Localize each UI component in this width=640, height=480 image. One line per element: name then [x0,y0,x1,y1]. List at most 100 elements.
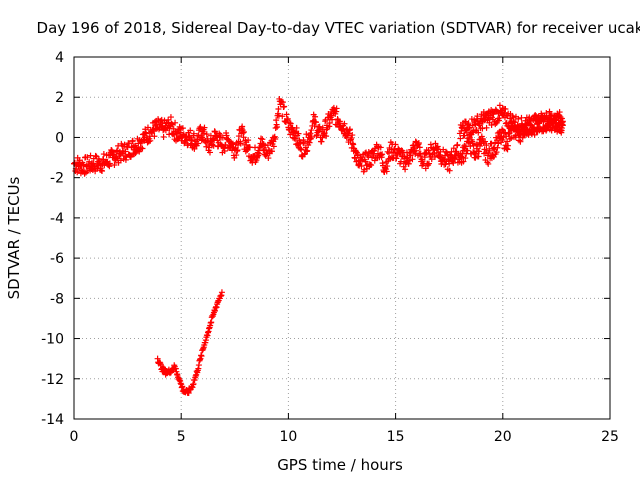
data-point [323,133,330,140]
y-tick-label: -6 [50,251,64,267]
data-point [283,111,290,118]
data-point [265,155,272,162]
data-point [392,141,399,148]
data-point [546,108,553,115]
data-point [274,124,281,131]
data-point [544,115,551,122]
data-point [543,126,550,133]
data-point [425,147,432,154]
data-point [346,126,353,133]
data-point [485,160,492,167]
data-point [206,149,213,156]
data-point [203,143,210,150]
data-point [384,163,391,170]
data-points [71,95,566,396]
data-point [379,151,386,158]
data-point [279,99,286,106]
data-point [308,127,315,134]
data-point [502,129,509,136]
data-point [201,130,208,137]
data-point [510,118,517,125]
data-point [295,130,302,137]
data-point [341,120,348,127]
data-point [270,143,277,150]
data-point [129,137,136,144]
data-point [454,141,461,148]
data-point [117,151,124,158]
data-point [486,147,493,154]
x-tick-label: 10 [279,429,297,445]
data-point [245,137,252,144]
data-point [311,123,318,130]
data-point [540,118,547,125]
data-point [559,118,566,125]
data-point [413,147,420,154]
data-point [517,138,524,145]
data-point [143,130,150,137]
data-point [377,144,384,151]
data-point [488,140,495,147]
data-point [371,157,378,164]
data-point [502,105,509,112]
data-point [122,148,129,155]
axis-ticks: 0 5 10 15 20 25 -14 -12 -10 -8 -6 -4 -2 0 2 4 [41,50,619,445]
data-point [553,125,560,132]
data-point [348,135,355,142]
data-point [530,125,537,132]
data-point [81,170,88,177]
data-point [218,289,225,296]
data-point [422,165,429,172]
data-point [147,137,154,144]
x-axis-label: GPS time / hours [277,456,403,474]
data-point [106,160,113,167]
data-point [126,140,133,147]
data-point [461,132,468,139]
data-point [475,153,482,160]
data-point [237,140,244,147]
x-tick-label: 15 [387,429,405,445]
data-point [279,113,286,120]
data-point [393,155,400,162]
data-point [368,162,375,169]
data-point [537,116,544,123]
data-point [442,148,449,155]
data-point [493,149,500,156]
data-point [222,141,229,148]
data-point [167,114,174,121]
data-point [284,115,291,122]
data-point [333,105,340,112]
data-point [531,131,538,138]
data-point [402,166,409,173]
data-point [483,142,490,149]
data-point [114,147,121,154]
chart-title: Day 196 of 2018, Sidereal Day-to-day VTE… [37,19,640,37]
data-point [307,130,314,137]
y-tick-label: 0 [55,130,64,146]
data-point [326,120,333,127]
data-point [503,145,510,152]
data-point [425,160,432,167]
data-point [158,116,165,123]
x-tick-label: 5 [177,429,186,445]
data-point [203,131,210,138]
data-point [386,150,393,157]
data-point [476,136,483,143]
data-point [442,161,449,168]
data-point [450,145,457,152]
data-point [416,144,423,151]
data-point [527,122,534,129]
data-point [297,145,304,152]
data-point [409,156,416,163]
data-point [257,135,264,142]
data-point [383,168,390,175]
data-point [412,138,419,145]
plot-frame [73,56,611,420]
data-point [384,148,391,155]
data-point [354,151,361,158]
data-point [111,162,118,169]
data-point [505,142,512,149]
data-point [92,152,99,159]
data-point [446,167,453,174]
data-point [240,134,247,141]
